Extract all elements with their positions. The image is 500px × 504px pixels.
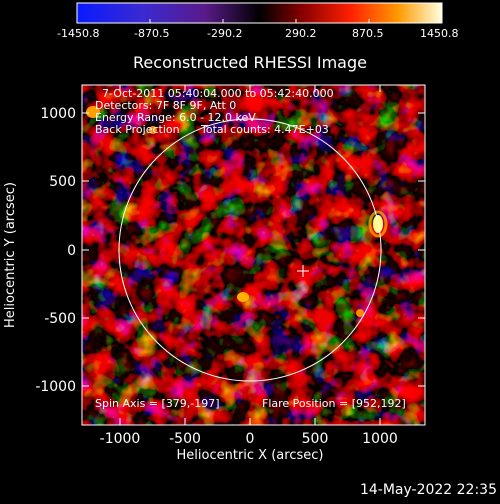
colorbar-tick-label: 290.2: [285, 27, 317, 40]
colorbar-tick-label: -870.5: [134, 27, 169, 40]
x-tick-label: 1000: [362, 431, 398, 447]
y-axis-ticks: [82, 112, 425, 387]
colorbar-ticks: [76, 19, 443, 23]
plot-frame: [81, 84, 426, 426]
total-counts: Total counts: 4.47E+03: [200, 123, 329, 136]
timestamp: 14-May-2022 22:35: [360, 482, 497, 498]
y-tick-label: -1000: [35, 379, 76, 395]
colorbar-tick-label: -1450.8: [57, 27, 99, 40]
energy-range: Energy Range: 6.0 - 12.0 keV: [95, 111, 256, 124]
spin-axis-marker: [297, 265, 309, 277]
x-tick-label: -1000: [100, 431, 141, 447]
solar-limb-circle: [118, 118, 382, 382]
y-axis-title: Heliocentric Y (arcsec): [3, 182, 18, 328]
observation-time: 7-Oct-2011 05:40:04.000 to 05:42:40.000: [102, 87, 334, 100]
solar-image: [82, 85, 425, 425]
bright-spot: [356, 309, 364, 317]
y-tick-label: 0: [67, 243, 76, 259]
x-tick-label: 0: [246, 431, 255, 447]
colorbar-tick-label: 1450.8: [420, 27, 459, 40]
y-tick-label: -500: [44, 311, 76, 327]
bright-spot: [149, 126, 157, 134]
x-axis-title: Heliocentric X (arcsec): [177, 448, 324, 463]
y-tick-label: 500: [49, 174, 76, 190]
x-tick-label: 500: [302, 431, 329, 447]
x-axis-ticks: [119, 85, 381, 425]
bright-spot: [86, 106, 100, 118]
x-tick-label: -500: [169, 431, 201, 447]
y-tick-label: 1000: [40, 106, 76, 122]
colorbar: [77, 3, 442, 23]
algorithm-label: Back Projection: [95, 123, 180, 136]
flare-position-label: Flare Position = [952,192]: [262, 397, 406, 410]
bright-spot: [237, 292, 249, 302]
colorbar-tick-label: -290.2: [207, 27, 242, 40]
detectors-info: Detectors: 7F 8F 9F, Att 0: [95, 99, 236, 112]
colorbar-tick-label: 870.5: [352, 27, 384, 40]
plot-title: Reconstructed RHESSI Image: [133, 53, 367, 72]
spin-axis-label: Spin Axis = [379,-197]: [95, 397, 220, 410]
